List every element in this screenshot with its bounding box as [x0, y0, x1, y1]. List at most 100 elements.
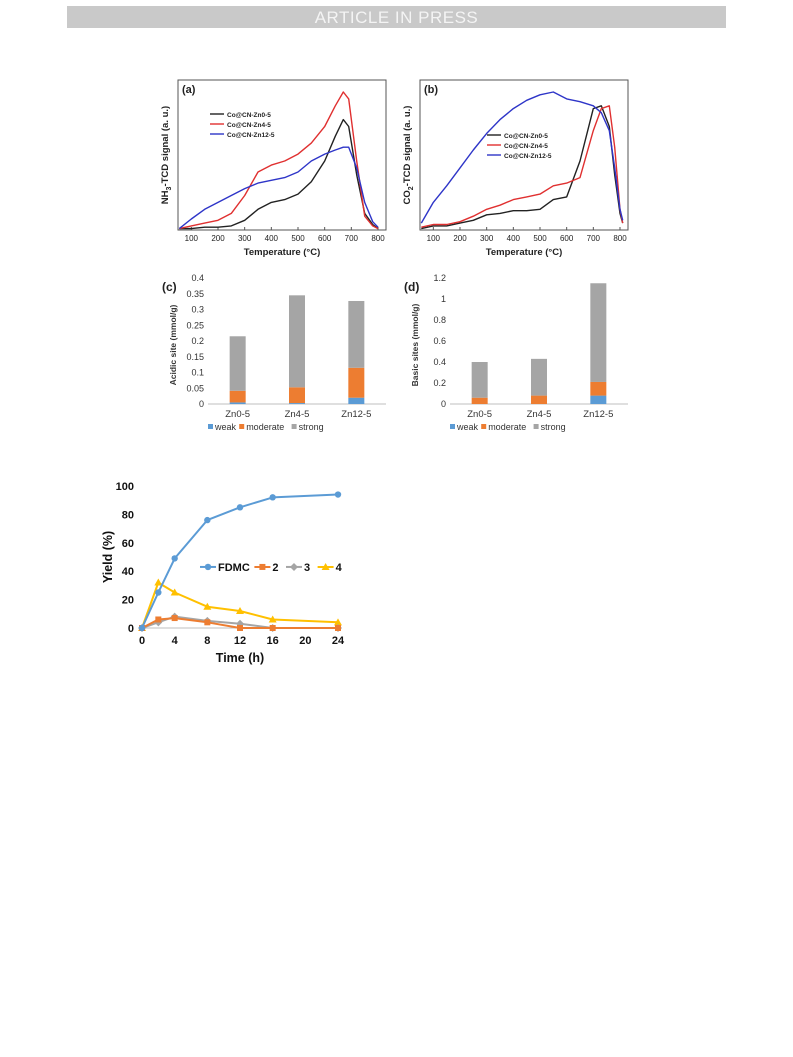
- bar-segment-strong-zn4-5: [289, 295, 305, 388]
- data-point: [171, 555, 178, 562]
- data-point: [138, 624, 146, 632]
- x-axis-label: Temperature (°C): [486, 247, 562, 258]
- data-point: [259, 563, 266, 570]
- legend-label: weak: [214, 422, 237, 432]
- y-tick-label: 0.2: [433, 378, 446, 388]
- legend-label: Co@CN-Zn12-5: [227, 132, 275, 139]
- x-category-label: Zn12-5: [341, 409, 371, 420]
- y-tick-label: 100: [116, 481, 134, 493]
- y-axis-label: Yield (%): [101, 531, 115, 583]
- x-tick-label: 8: [204, 635, 210, 647]
- bar-segment-strong-zn4-5: [531, 358, 547, 396]
- data-point: [236, 606, 244, 614]
- y-tick-label: 0.6: [433, 336, 446, 346]
- y-tick-label: 40: [122, 566, 134, 578]
- legend-swatch: [239, 424, 245, 429]
- x-category-label: Zn0-5: [467, 409, 492, 420]
- y-tick-label: 0: [128, 623, 134, 635]
- data-point: [237, 625, 243, 631]
- series-line-co-cn-zn4-5: [179, 91, 379, 230]
- legend-label: 3: [304, 562, 310, 574]
- x-category-label: Zn4-5: [527, 409, 552, 420]
- data-point: [171, 615, 178, 622]
- y-tick-label: 0: [441, 399, 446, 409]
- legend-label: Co@CN-Zn0-5: [227, 112, 271, 119]
- legend-label: weak: [456, 422, 479, 432]
- data-point: [203, 602, 212, 610]
- x-tick-label: 20: [299, 635, 311, 647]
- data-point: [155, 589, 162, 596]
- panel-label: (b): [424, 84, 438, 96]
- series-line-co-cn-zn0-5: [421, 105, 624, 230]
- banner-text: ARTICLE IN PRESS: [314, 8, 479, 27]
- x-tick-label: 400: [507, 234, 521, 243]
- y-tick-label: 0.15: [186, 352, 204, 362]
- bar-segment-weak-zn0-5: [229, 402, 246, 404]
- chart-c-acidic-sites: 0 0.05 0.1 0.15 0.2 0.25 0.3 0.35 0.4 (c) Acidic s…: [162, 273, 386, 432]
- bar-segment-strong-zn0-5: [471, 362, 488, 398]
- data-point: [334, 618, 342, 626]
- y-axis-label-rest: -TCD signal (a. u.): [402, 106, 413, 187]
- legend-label: strong: [299, 422, 324, 432]
- bar-segment-moderate-zn12-5: [590, 381, 607, 396]
- y-axis-label-subscript: 3: [166, 186, 173, 190]
- y-tick-label: 0.05: [186, 383, 204, 393]
- bar-segment-weak-zn12-5: [590, 395, 607, 404]
- data-point: [269, 494, 276, 501]
- y-tick-label: 80: [122, 509, 134, 521]
- y-tick-label: 0: [199, 399, 204, 409]
- y-axis-label: CO2-TCD signal (a. u.): [402, 106, 415, 205]
- data-point: [204, 563, 212, 571]
- series-line-co-cn-zn12-5: [420, 91, 624, 224]
- article-in-press-banner: ARTICLE IN PRESS: [67, 6, 726, 28]
- x-tick-label: 300: [480, 234, 494, 243]
- x-tick-label: 300: [238, 234, 252, 243]
- bar-segment-moderate-zn0-5: [471, 397, 488, 404]
- data-point: [290, 562, 298, 571]
- plot-frame: [177, 79, 387, 231]
- data-point: [335, 625, 341, 631]
- y-tick-label: 0.1: [191, 368, 204, 378]
- legend-swatch: [481, 424, 487, 429]
- y-tick-label: 0.4: [433, 357, 446, 367]
- data-point: [170, 588, 179, 596]
- data-point: [155, 616, 162, 623]
- bar-segment-weak-zn12-5: [348, 397, 365, 404]
- x-tick-label: 600: [560, 234, 574, 243]
- bar-segment-strong-zn12-5: [590, 283, 607, 382]
- chart-d-basic-sites: 0 0.2 0.4 0.6 0.8 1 1.2 (d) Basic sites (mmol/g)…: [404, 273, 628, 432]
- x-tick-label: 100: [427, 234, 441, 243]
- y-axis-label: Acidic site (mmol/g): [168, 304, 178, 385]
- bar-segment-strong-zn12-5: [348, 300, 365, 368]
- y-axis-label: NH3-TCD signal (a. u.): [160, 106, 173, 204]
- x-tick-label: 16: [267, 635, 279, 647]
- data-point: [321, 562, 330, 570]
- bar-segment-moderate-zn0-5: [229, 390, 246, 403]
- series-line-co-cn-zn4-5: [421, 105, 624, 228]
- data-point: [204, 516, 211, 524]
- legend-label: strong: [541, 422, 566, 432]
- panel-label: (d): [404, 280, 419, 294]
- y-axis-label-main: CO: [402, 190, 413, 204]
- x-tick-label: 700: [587, 234, 601, 243]
- data-point: [268, 615, 277, 623]
- x-category-label: Zn12-5: [583, 409, 613, 420]
- legend-swatch: [291, 424, 297, 429]
- series-line-co-cn-zn0-5: [179, 118, 379, 230]
- legend-label: moderate: [488, 422, 526, 432]
- data-point: [269, 625, 276, 631]
- x-tick-label: 100: [185, 234, 199, 243]
- y-tick-label: 60: [122, 538, 134, 550]
- y-tick-label: 0.25: [186, 320, 204, 330]
- panel-label: (c): [162, 280, 177, 294]
- plot-frame: [419, 79, 629, 231]
- legend-label: moderate: [246, 422, 284, 432]
- x-tick-label: 500: [533, 234, 547, 243]
- data-point: [154, 578, 163, 586]
- data-point: [334, 491, 342, 498]
- y-axis-label-subscript: 2: [408, 186, 415, 190]
- x-axis-label: Time (h): [216, 651, 264, 665]
- bar-segment-strong-zn0-5: [229, 336, 246, 391]
- bar-segment-moderate-zn12-5: [348, 367, 365, 398]
- y-axis-label: Basic sites (mmol/g): [410, 304, 420, 387]
